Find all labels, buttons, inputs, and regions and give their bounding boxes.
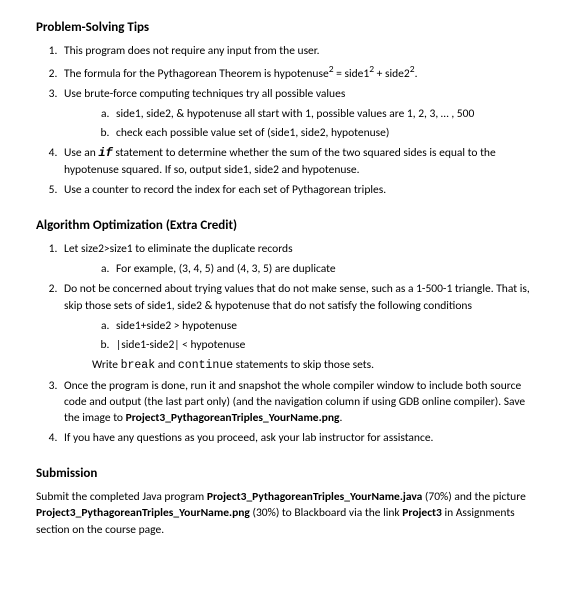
sub-pre: Submit the completed Java program: [36, 490, 207, 504]
ps-item-4-post: statement to determine whether the sum o…: [64, 146, 496, 177]
sub-link: Project3: [402, 506, 442, 520]
ps-item-3a: side1, side2, & hypotenuse all start wit…: [112, 106, 530, 122]
sub-mid2: (30%) to Blackboard via the link: [250, 506, 402, 520]
follow-mid: and: [155, 358, 178, 372]
ps-item-5: Use a counter to record the index for ea…: [60, 182, 530, 198]
sub-mid1: (70%) and the picture: [422, 490, 525, 504]
algo-item-2a: side1+side2 > hypotenuse: [112, 318, 530, 334]
ps-item-2-mid: = side1: [334, 67, 370, 81]
algo-item-1-text: Let size2>size1 to eliminate the duplica…: [64, 242, 293, 256]
follow-post: statements to skip those sets.: [233, 358, 374, 372]
heading-problem-solving: Problem-Solving Tips: [36, 20, 530, 35]
ps-item-2: The formula for the Pythagorean Theorem …: [60, 63, 530, 82]
ps-item-3-sublist: side1, side2, & hypotenuse all start wit…: [64, 106, 530, 141]
problem-solving-list: This program does not require any input …: [36, 43, 530, 198]
break-keyword: break: [121, 359, 156, 372]
ps-item-3-text: Use brute-force computing techniques try…: [64, 87, 345, 101]
algo-item-1: Let size2>size1 to eliminate the duplica…: [60, 241, 530, 277]
continue-keyword: continue: [178, 359, 233, 372]
sub-file-png: Project3_PythagoreanTriples_YourName.png: [36, 506, 250, 520]
algo-item-2-text: Do not be concerned about trying values …: [64, 282, 530, 312]
ps-item-2-end: .: [415, 67, 418, 81]
algo-item-1a: For example, (3, 4, 5) and (4, 3, 5) are…: [112, 261, 530, 277]
algo-item-2b: |side1-side2| < hypotenuse: [112, 337, 530, 353]
follow-pre: Write: [92, 358, 121, 372]
algo-item-3-file: Project3_PythagoreanTriples_YourName.png: [126, 411, 340, 425]
ps-item-2-mid2: + side2: [374, 67, 410, 81]
algo-item-2-follow: Write break and continue statements to s…: [92, 357, 530, 374]
ps-item-1: This program does not require any input …: [60, 43, 530, 59]
algo-item-1-sublist: For example, (3, 4, 5) and (4, 3, 5) are…: [64, 261, 530, 277]
algo-item-4: If you have any questions as you proceed…: [60, 430, 530, 446]
heading-algorithm-optimization: Algorithm Optimization (Extra Credit): [36, 218, 530, 233]
document-page: Problem-Solving Tips This program does n…: [0, 0, 566, 558]
ps-item-3b: check each possible value set of (side1,…: [112, 125, 530, 141]
algo-item-3: Once the program is done, run it and sna…: [60, 378, 530, 426]
algo-item-2: Do not be concerned about trying values …: [60, 281, 530, 373]
submission-paragraph: Submit the completed Java program Projec…: [36, 489, 530, 537]
algo-list: Let size2>size1 to eliminate the duplica…: [36, 241, 530, 446]
ps-item-3: Use brute-force computing techniques try…: [60, 86, 530, 141]
ps-item-2-pre: The formula for the Pythagorean Theorem …: [64, 67, 329, 81]
sub-file-java: Project3_PythagoreanTriples_YourName.jav…: [207, 490, 422, 504]
ps-item-4: Use an if statement to determine whether…: [60, 145, 530, 178]
heading-submission: Submission: [36, 466, 530, 481]
algo-item-2-sublist: side1+side2 > hypotenuse |side1-side2| <…: [64, 318, 530, 353]
ps-item-4-pre: Use an: [64, 146, 98, 160]
algo-item-3-post: .: [339, 411, 342, 425]
if-keyword: if: [98, 146, 112, 160]
